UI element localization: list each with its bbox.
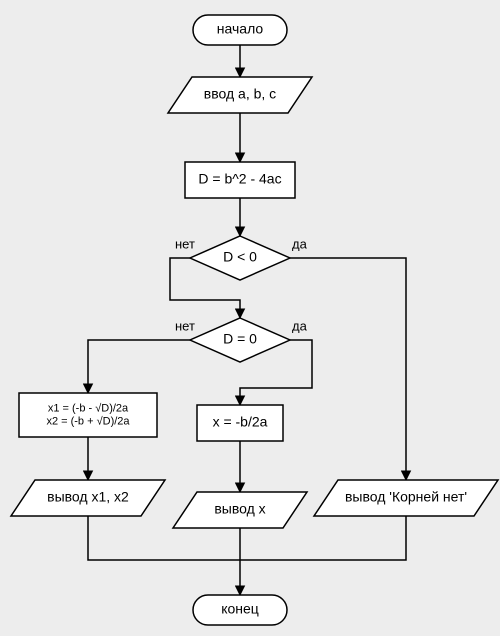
edge-label: да <box>292 318 308 333</box>
node-label: x2 = (-b + √D)/2a <box>46 415 130 427</box>
node-outNone: вывод 'Корней нет' <box>314 480 498 516</box>
edge-label: нет <box>175 318 195 333</box>
node-calcX12: x1 = (-b - √D)/2ax2 = (-b + √D)/2a <box>19 393 157 437</box>
node-end: конец <box>193 595 287 625</box>
node-label: вывод 'Корней нет' <box>345 489 467 505</box>
node-label: вывод x <box>214 501 265 517</box>
flow-edge <box>88 340 190 393</box>
quadratic-flowchart: да нет да нет начало ввод a, b, c D = b^2 - 4… <box>0 0 500 636</box>
node-label: конец <box>221 601 259 617</box>
node-label: D = b^2 - 4ac <box>198 171 281 187</box>
node-label: x1 = (-b - √D)/2a <box>48 402 129 414</box>
node-out12: вывод x1, x2 <box>11 480 165 516</box>
node-calcD: D = b^2 - 4ac <box>185 162 295 198</box>
node-label: ввод a, b, c <box>204 86 276 102</box>
node-label: x = -b/2a <box>213 414 268 430</box>
node-outX: вывод x <box>173 492 307 528</box>
node-label: вывод x1, x2 <box>47 489 129 505</box>
node-label: D = 0 <box>223 331 257 347</box>
edge-label: нет <box>175 236 195 251</box>
edge-label: да <box>292 236 308 251</box>
node-dec1: D < 0 <box>190 236 290 280</box>
node-calcX: x = -b/2a <box>197 405 283 441</box>
node-label: начало <box>217 21 264 37</box>
flow-edge <box>290 258 406 480</box>
node-start: начало <box>193 15 287 45</box>
node-label: D < 0 <box>223 249 257 265</box>
node-input: ввод a, b, c <box>168 77 312 113</box>
node-dec2: D = 0 <box>190 318 290 362</box>
